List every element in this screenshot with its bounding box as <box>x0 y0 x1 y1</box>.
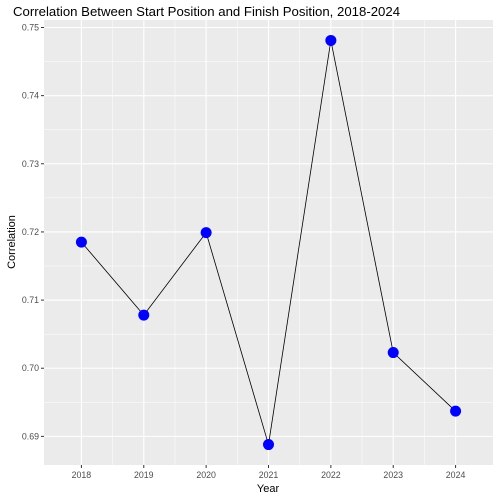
data-point <box>450 405 462 417</box>
data-point <box>75 236 87 248</box>
major-gridlines <box>44 20 493 465</box>
y-tick-label: 0.70 <box>22 363 39 373</box>
x-tick-label: 2020 <box>196 470 216 480</box>
y-tick-label: 0.71 <box>22 295 39 305</box>
y-tick-label: 0.69 <box>22 431 39 441</box>
y-tick-label: 0.75 <box>22 22 39 32</box>
y-axis-ticks: 0.69 0.70 0.71 0.72 0.73 0.74 0.75 <box>22 22 44 441</box>
x-tick-label: 2021 <box>259 470 279 480</box>
data-point <box>325 34 337 46</box>
x-tick-label: 2024 <box>446 470 466 480</box>
y-tick-label: 0.73 <box>22 159 39 169</box>
series-points <box>75 34 462 451</box>
data-point <box>200 227 212 239</box>
y-axis-title: Correlation <box>6 215 18 269</box>
x-tick-label: 2022 <box>321 470 341 480</box>
x-axis-title: Year <box>257 483 280 495</box>
data-point <box>387 347 399 359</box>
x-axis-ticks: 2018 2019 2020 2021 2022 2023 2024 <box>72 465 466 480</box>
y-tick-label: 0.74 <box>22 91 39 101</box>
chart-title: Correlation Between Start Position and F… <box>13 4 400 19</box>
data-point <box>138 309 150 321</box>
x-tick-label: 2023 <box>383 470 403 480</box>
x-tick-label: 2019 <box>134 470 154 480</box>
x-tick-label: 2018 <box>72 470 92 480</box>
data-point <box>263 439 274 451</box>
y-tick-label: 0.72 <box>22 227 39 237</box>
